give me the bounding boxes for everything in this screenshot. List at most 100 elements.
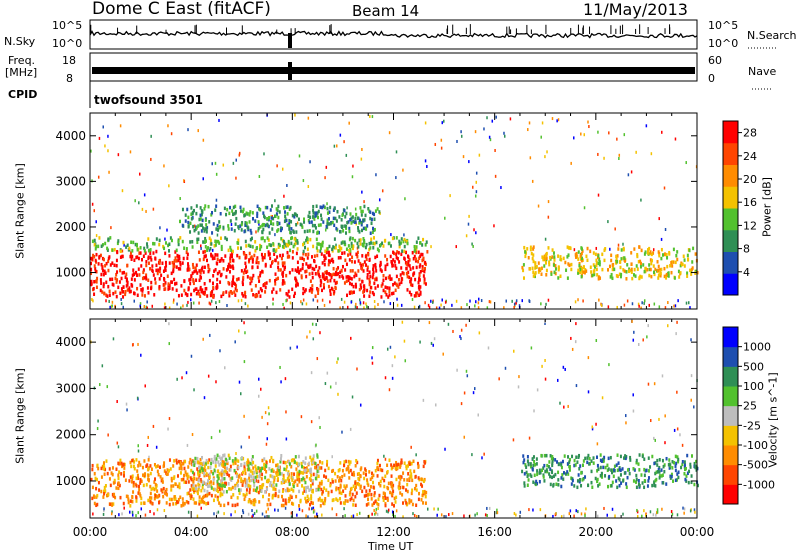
power-echo-pixel [323, 262, 326, 267]
velocity-ground-scatter [213, 512, 215, 516]
power-echo-pixel [125, 272, 128, 276]
power-echo-pixel [228, 291, 231, 295]
power-echo-pixel [382, 273, 385, 278]
velocity-echo-pixel [206, 493, 209, 498]
velocity-noise-pixel [279, 365, 281, 369]
power-echo-pixel [200, 229, 203, 233]
velocity-echo-pixel [193, 463, 196, 468]
velocity-echo-pixel [590, 459, 593, 463]
power-noise-pixel [333, 144, 336, 148]
velocity-echo-pixel [216, 484, 219, 489]
velocity-echo-pixel [607, 467, 610, 471]
power-echo-pixel [384, 267, 387, 272]
power-echo-pixel [542, 257, 545, 262]
velocity-echo-pixel [197, 472, 200, 476]
power-echo-pixel [402, 239, 405, 244]
power-ground-scatter [359, 298, 361, 302]
power-echo-pixel [131, 249, 134, 253]
velocity-echo-pixel [111, 492, 114, 497]
power-echo-pixel [388, 293, 391, 297]
velocity-echo-pixel [314, 465, 317, 470]
power-echo-pixel [389, 277, 392, 281]
velocity-echo-pixel [656, 469, 659, 474]
velocity-echo-pixel [367, 497, 370, 502]
velocity-echo-pixel [204, 468, 207, 472]
velocity-echo-pixel [251, 455, 254, 459]
power-echo-pixel [295, 222, 298, 227]
power-echo-pixel [582, 265, 585, 269]
power-echo-pixel [213, 256, 216, 260]
power-echo-pixel [164, 241, 167, 245]
power-echo-pixel [288, 219, 291, 223]
velocity-echo-pixel [423, 461, 426, 465]
velocity-echo-pixel [408, 498, 411, 502]
power-echo-pixel [522, 268, 525, 273]
velocity-echo-pixel [314, 461, 317, 466]
velocity-echo-pixel [274, 493, 277, 498]
power-ground-scatter [638, 304, 640, 308]
velocity-echo-pixel [295, 494, 298, 499]
power-echo-pixel [419, 269, 422, 274]
power-noise-pixel [573, 248, 576, 252]
velocity-echo-pixel [402, 485, 405, 490]
velocity-echo-pixel [140, 501, 143, 506]
velocity-echo-pixel [367, 493, 370, 497]
xtick-label: 08:00 [275, 525, 310, 539]
power-noise-pixel [208, 248, 211, 252]
velocity-echo-pixel [278, 465, 281, 470]
power-echo-pixel [325, 250, 328, 255]
power-echo-pixel [521, 265, 524, 270]
power-echo-pixel [93, 279, 96, 284]
power-echo-pixel [348, 290, 351, 295]
power-echo-pixel [666, 256, 669, 260]
velocity-echo-pixel [174, 482, 177, 487]
power-echo-pixel [321, 261, 324, 265]
velocity-echo-pixel [303, 486, 306, 490]
velocity-echo-pixel [226, 472, 229, 477]
velocity-echo-pixel [178, 485, 181, 490]
power-echo-pixel [312, 229, 315, 234]
velocity-echo-pixel [638, 468, 641, 472]
velocity-echo-pixel [208, 458, 211, 462]
power-echo-pixel [407, 270, 410, 275]
velocity-echo-pixel [374, 468, 377, 473]
velocity-noise-pixel [176, 377, 178, 381]
velocity-echo-pixel [244, 471, 247, 476]
velocity-echo-pixel [635, 473, 638, 478]
velocity-echo-pixel [392, 489, 395, 494]
velocity-echo-pixel [688, 469, 691, 474]
power-echo-pixel [183, 246, 186, 250]
power-echo-pixel [361, 209, 364, 214]
power-noise-pixel [138, 201, 140, 205]
power-echo-pixel [369, 210, 372, 214]
velocity-noise-pixel [518, 375, 520, 379]
power-echo-pixel [532, 270, 535, 274]
velocity-echo-pixel [100, 466, 103, 471]
velocity-echo-pixel [320, 498, 323, 503]
power-echo-pixel [215, 261, 218, 265]
power-echo-pixel [322, 286, 325, 290]
velocity-echo-pixel [159, 465, 162, 469]
velocity-echo-pixel [325, 475, 328, 479]
velocity-ground-scatter [356, 513, 358, 517]
power-echo-pixel [593, 272, 596, 277]
power-echo-pixel [384, 276, 387, 281]
velocity-echo-pixel [411, 502, 414, 507]
velocity-echo-pixel [557, 470, 560, 475]
power-noise-pixel [547, 215, 550, 219]
velocity-echo-pixel [596, 455, 599, 459]
power-echo-pixel [236, 253, 239, 258]
velocity-echo-pixel [288, 460, 291, 464]
power-echo-pixel [365, 257, 368, 262]
power-echo-pixel [341, 251, 344, 255]
power-echo-pixel [197, 250, 200, 255]
velocity-echo-pixel [550, 469, 553, 473]
velocity-echo-pixel [568, 468, 571, 472]
velocity-ground-scatter [118, 513, 120, 517]
velocity-echo-pixel [300, 461, 303, 466]
power-echo-pixel [199, 270, 202, 274]
velocity-ground-scatter [575, 509, 577, 513]
power-ground-scatter [511, 299, 513, 303]
velocity-echo-pixel [594, 476, 597, 481]
